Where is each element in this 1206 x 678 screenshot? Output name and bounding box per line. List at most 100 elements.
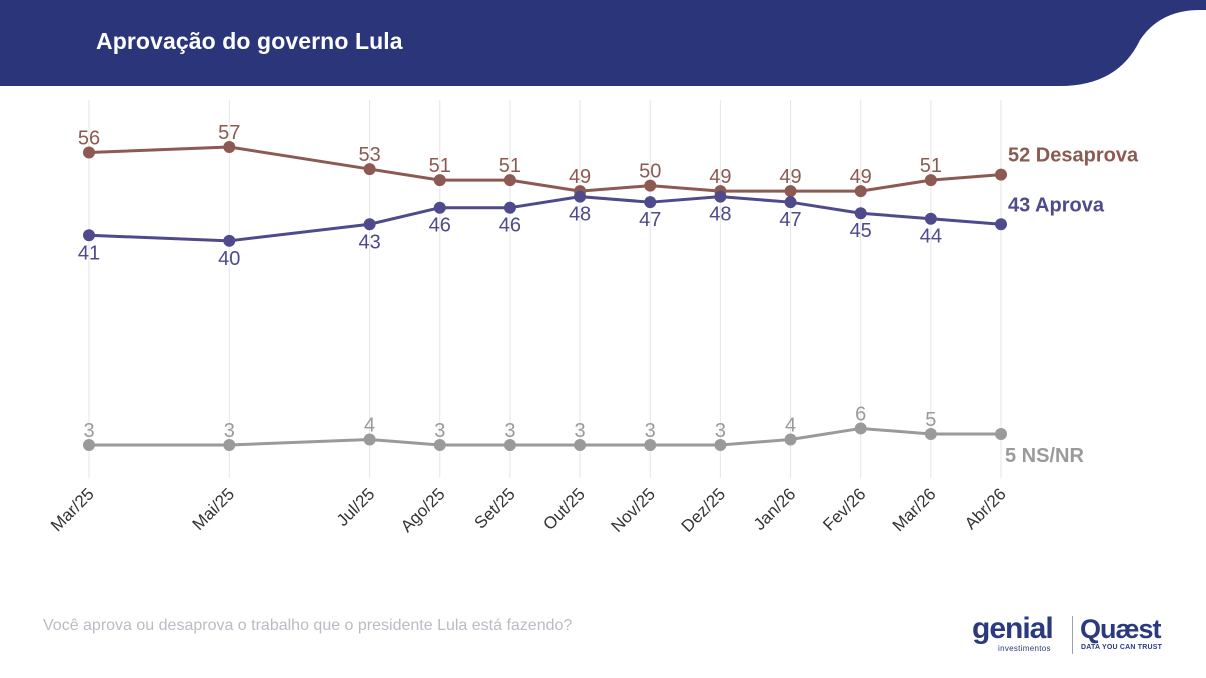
series-end-label: 43 Aprova	[1008, 194, 1105, 216]
data-point	[644, 179, 657, 192]
data-point	[503, 201, 516, 214]
data-label: 45	[850, 220, 872, 242]
data-label: 43	[358, 231, 380, 253]
series-line-desaprova	[88, 145, 1002, 193]
data-point	[503, 439, 516, 451]
data-point	[995, 168, 1007, 181]
x-tick-label: Mar/26	[889, 484, 940, 535]
quaest-logo: Quæst	[1080, 614, 1162, 644]
data-point	[924, 212, 937, 225]
genial-logo-subtitle: investimentos	[998, 644, 1051, 653]
data-label: 3	[224, 420, 235, 442]
data-point	[995, 427, 1007, 440]
data-point	[83, 229, 95, 242]
quaest-tagline: DATA YOU CAN TRUST	[1081, 644, 1163, 651]
data-point	[714, 190, 727, 203]
data-label: 3	[645, 420, 656, 442]
genial-logo: genial	[972, 612, 1054, 645]
data-point	[784, 185, 797, 198]
data-label: 53	[358, 144, 380, 166]
data-point	[223, 141, 236, 153]
data-label: 6	[855, 403, 866, 425]
data-label: 47	[779, 209, 801, 231]
data-point	[644, 196, 657, 209]
data-label: 51	[499, 155, 521, 177]
x-tick-label: Abr/26	[961, 484, 1010, 533]
data-point	[644, 439, 657, 451]
data-label: 51	[429, 155, 451, 177]
x-tick-label: Mar/25	[47, 484, 98, 535]
page-title: Aprovação do governo Lula	[96, 28, 403, 54]
data-point	[83, 439, 95, 451]
data-label: 3	[83, 420, 94, 442]
data-label: 3	[434, 420, 445, 442]
data-point	[854, 207, 867, 220]
data-label: 41	[78, 242, 100, 264]
data-label: 49	[850, 166, 872, 188]
survey-question: Você aprova ou desaprova o trabalho que …	[43, 617, 573, 634]
data-point	[714, 439, 727, 451]
series-line-nsnr	[89, 426, 1001, 447]
data-label: 46	[499, 215, 521, 237]
data-point	[784, 433, 797, 446]
data-label: 48	[709, 204, 731, 226]
logo-divider	[1072, 616, 1073, 654]
data-point	[83, 146, 95, 159]
data-point	[924, 427, 937, 440]
logos: genial investimentos Quæst DATA YOU CAN …	[968, 612, 1178, 658]
data-point	[924, 174, 937, 187]
x-tick-label: Jan/26	[750, 484, 800, 534]
series-end-label: 52 Desaprova	[1008, 145, 1139, 167]
data-label: 4	[785, 414, 796, 436]
data-point	[574, 190, 587, 203]
x-tick-label: Dez/25	[678, 484, 730, 536]
data-point	[784, 196, 797, 209]
data-label: 44	[920, 226, 942, 248]
x-tick-label: Out/25	[539, 484, 589, 534]
x-axis: Mar/25 Mai/25 Jul/25 Ago/25 Set/25 Out/25 Nov/…	[47, 484, 1010, 536]
data-point	[223, 439, 236, 451]
data-label: 51	[920, 155, 942, 177]
data-label: 3	[504, 420, 515, 442]
x-tick-label: Ago/25	[397, 484, 449, 536]
header-bar: Aprovação do governo Lula	[0, 0, 1206, 88]
data-label: 46	[429, 215, 451, 237]
data-point	[854, 185, 867, 198]
data-label: 49	[709, 166, 731, 188]
data-label: 3	[715, 420, 726, 442]
data-point	[363, 433, 376, 446]
x-tick-label: Nov/25	[608, 484, 660, 536]
data-point	[995, 218, 1007, 231]
data-point	[503, 174, 516, 187]
data-point	[854, 422, 867, 435]
data-label: 49	[779, 166, 801, 188]
header-background	[0, 0, 1206, 86]
data-label: 47	[639, 209, 661, 231]
data-point	[574, 439, 587, 451]
data-label: 48	[569, 204, 591, 226]
x-tick-label: Mai/25	[189, 484, 239, 534]
data-point	[433, 174, 446, 187]
data-point	[433, 201, 446, 214]
x-tick-label: Set/25	[471, 484, 519, 532]
data-label: 40	[218, 248, 240, 270]
series-layer	[83, 141, 1007, 451]
data-label: 4	[364, 414, 375, 436]
data-label: 5	[925, 409, 936, 431]
data-label: 57	[218, 122, 240, 144]
data-label: 56	[78, 128, 100, 150]
data-point	[223, 234, 236, 247]
series-line-aprova	[88, 195, 1002, 243]
data-point	[363, 163, 376, 176]
grid-lines	[88, 100, 1002, 478]
series-end-label: 5 NS/NR	[1005, 445, 1084, 467]
x-tick-label: Jul/25	[333, 484, 379, 530]
data-label: 49	[569, 166, 591, 188]
data-point	[363, 218, 376, 231]
x-tick-label: Fev/26	[819, 484, 869, 534]
data-point	[433, 439, 446, 451]
data-label: 3	[575, 420, 586, 442]
data-label: 50	[639, 161, 661, 183]
